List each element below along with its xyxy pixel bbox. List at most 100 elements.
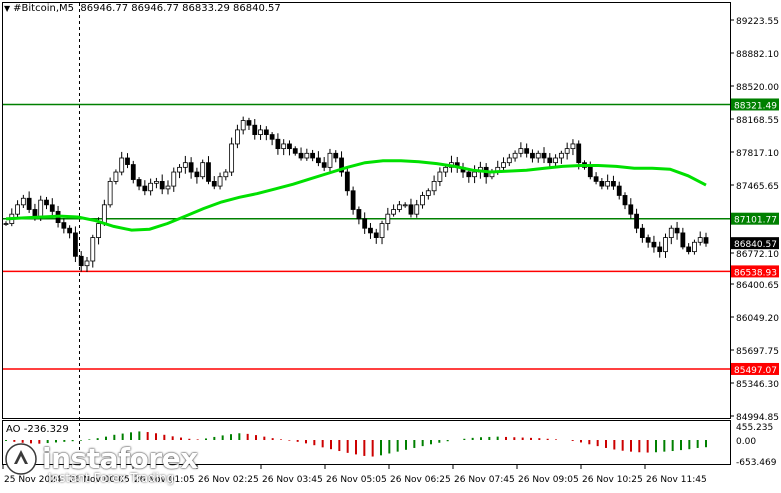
level-label: 87101.77 <box>734 216 777 226</box>
level-lines <box>3 103 730 370</box>
price-tick-label: 86772.10 <box>736 250 779 260</box>
watermark: instaforex Instant Forex Trading <box>4 442 198 485</box>
candle-body <box>663 237 668 253</box>
candle-body <box>553 157 558 164</box>
time-tick-label: 26 Nov 09:05 <box>518 475 579 485</box>
candle-body <box>512 152 518 159</box>
candle-body <box>67 227 73 234</box>
candle-body <box>148 182 154 192</box>
moving-average <box>5 159 707 232</box>
candle-body <box>287 143 292 150</box>
watermark-brand: instaforex <box>42 442 198 475</box>
candle-body <box>639 227 645 238</box>
price-tick-label: 85697.75 <box>736 347 779 357</box>
candle-body <box>396 204 402 210</box>
candle-body <box>697 237 703 243</box>
candle-body <box>356 209 362 220</box>
price-tick-label: 86049.20 <box>736 314 779 324</box>
time-tick-label: 26 Nov 07:45 <box>454 475 515 485</box>
level-label: 86538.93 <box>734 268 777 278</box>
candle-body <box>223 171 229 178</box>
candle-body <box>136 179 142 187</box>
time-tick-label: 26 Nov 02:25 <box>198 475 259 485</box>
chart-header: ▼ #Bitcoin,M5 86946.77 86946.77 86833.29 … <box>4 3 281 15</box>
candle-body <box>229 143 235 173</box>
time-tick-label: 26 Nov 05:05 <box>326 475 387 485</box>
price-tick-label: 87817.10 <box>736 149 779 159</box>
candle-body <box>506 157 512 164</box>
candle-body <box>49 204 55 212</box>
price-tick-label: 87465.65 <box>736 182 779 192</box>
level-label: 88321.49 <box>734 101 777 111</box>
price-tick-label: 88168.55 <box>736 116 779 126</box>
main-chart-frame <box>2 2 731 419</box>
candle-body <box>703 237 709 244</box>
candle-body <box>38 199 44 218</box>
ohlc-values: 86946.77 86946.77 86833.29 86840.57 <box>80 3 281 14</box>
candle-body <box>159 181 165 190</box>
candle-body <box>576 143 582 164</box>
candle-body <box>142 185 148 192</box>
candle-body <box>402 204 408 207</box>
candle-body <box>530 152 535 159</box>
candle-body <box>188 162 194 173</box>
candle-body <box>570 143 576 150</box>
candle-body <box>628 204 634 215</box>
candle-body <box>113 171 119 182</box>
candle-body <box>119 157 125 173</box>
candle-body <box>107 181 113 206</box>
candle-body <box>605 181 611 187</box>
candle-body <box>674 227 680 234</box>
ao-tick-label: -653.469 <box>736 458 777 468</box>
candle-body <box>373 232 379 238</box>
candle-body <box>206 162 211 182</box>
symbol-label: #Bitcoin,M5 <box>13 3 74 14</box>
candle-body <box>437 171 443 182</box>
candle-body <box>61 222 67 229</box>
candle-body <box>281 143 287 150</box>
candle-body <box>73 232 78 257</box>
ao-tick-label: 455.235 <box>736 423 773 433</box>
candle-body <box>680 232 686 248</box>
candle-body <box>20 197 26 206</box>
time-tick-label: 26 Nov 11:45 <box>646 475 707 485</box>
candle-body <box>125 157 130 165</box>
candle-body <box>90 237 96 262</box>
candle-body <box>443 166 449 173</box>
candle-body <box>275 138 281 150</box>
candle-body <box>472 171 477 178</box>
candle-body <box>240 120 246 131</box>
price-tick-label: 88520.00 <box>736 83 779 93</box>
price-tick-label: 85346.30 <box>736 380 779 390</box>
candle-body <box>391 209 397 215</box>
candle-body <box>101 204 107 224</box>
candle-body <box>414 204 420 215</box>
candle-body <box>622 195 628 206</box>
candle-body <box>292 148 298 154</box>
candle-body <box>269 134 275 140</box>
candle-body <box>686 246 692 253</box>
level-label-box <box>731 362 779 375</box>
dropdown-triangle-icon[interactable]: ▼ <box>4 4 11 13</box>
candle-body <box>501 162 506 168</box>
candle-body <box>558 152 564 159</box>
candle-body <box>26 197 32 210</box>
candle-body <box>200 162 206 178</box>
candle-body <box>339 157 344 173</box>
candle-body <box>258 129 263 135</box>
candle-body <box>235 129 240 145</box>
candle-body <box>182 162 188 168</box>
candle-body <box>634 213 639 229</box>
time-tick-label: 25 Nov 2024 <box>4 475 62 485</box>
candle-body <box>385 213 391 224</box>
candle-body <box>304 152 310 159</box>
candle-body <box>154 181 159 184</box>
candle-body <box>350 190 356 210</box>
instaforex-logo-icon <box>5 443 37 475</box>
candle-body <box>310 152 316 159</box>
candle-body <box>599 181 605 187</box>
candle-body <box>518 148 524 154</box>
candle-body <box>263 129 269 135</box>
